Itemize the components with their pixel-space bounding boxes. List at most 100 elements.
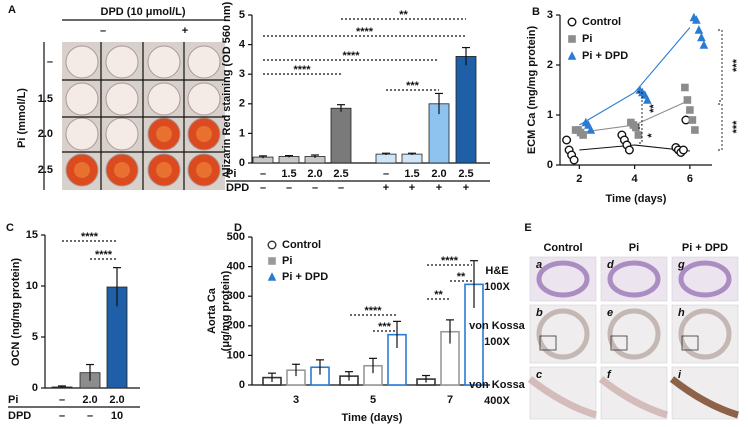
significance-label: ****: [441, 255, 459, 267]
vessel-wall: [669, 376, 740, 419]
x-row-label: Pi: [226, 168, 236, 180]
vessel-ring: [536, 260, 590, 298]
data-point: [697, 32, 706, 42]
panel-label: C: [6, 222, 14, 234]
zoom-box: [610, 335, 628, 351]
y-tick-label: 5: [239, 9, 245, 21]
x-row-value: –: [59, 394, 65, 406]
x-row-value: –: [383, 168, 389, 180]
x-row-value: 10: [111, 410, 123, 422]
x-row-value: 2.0: [82, 394, 97, 406]
plate-row-label: –: [47, 56, 53, 68]
data-point: [579, 131, 587, 139]
data-point: [634, 131, 643, 139]
x-row-label: Pi: [8, 394, 18, 406]
data-point: [624, 145, 634, 155]
data-point: [681, 83, 689, 92]
vessel-wall: [598, 376, 669, 419]
histology-row-label: 400X: [484, 395, 510, 407]
x-row-value: –: [312, 182, 318, 194]
well: [147, 82, 181, 116]
zoom-box: [539, 335, 557, 351]
y-tick-label: 3: [547, 9, 553, 21]
legend-marker: [567, 17, 577, 27]
bar: [455, 56, 477, 164]
histology-letter: f: [607, 369, 612, 381]
y-axis-label: (μg/mg protein): [220, 270, 232, 351]
significance-label: ***: [731, 120, 743, 134]
well-center: [114, 162, 130, 178]
x-tick-label: 3: [293, 394, 299, 406]
well: [65, 117, 99, 151]
histology-row-label: H&E: [485, 265, 508, 277]
plate-row-label: 1.5: [38, 93, 53, 105]
data-point: [586, 125, 596, 134]
vessel-ring: [678, 260, 732, 298]
y-tick-label: 1: [239, 127, 245, 139]
plate-header: DPD (10 μmol/L): [101, 6, 186, 18]
x-axis-label: Time (days): [342, 412, 403, 424]
plate-row-label: 2.0: [38, 128, 53, 140]
significance-label: ****: [342, 50, 360, 62]
x-row-value: +: [409, 182, 415, 194]
y-tick-label: 5: [32, 331, 38, 343]
data-point: [691, 126, 699, 134]
well: [65, 82, 99, 116]
significance-line: [638, 91, 643, 126]
x-tick-label: 6: [687, 173, 693, 185]
data-point: [632, 123, 640, 132]
significance-label: *: [646, 133, 658, 138]
well-center: [196, 162, 212, 178]
significance-label: **: [399, 9, 408, 21]
y-tick-label: 1: [547, 109, 553, 121]
x-row-value: +: [383, 182, 389, 194]
y-tick-label: 2: [239, 98, 245, 110]
y-tick-label: 100: [227, 349, 245, 361]
x-row-value: –: [87, 410, 93, 422]
x-axis-label: Time (days): [606, 193, 667, 205]
histology-row-label: 100X: [484, 281, 510, 293]
zoom-box: [681, 335, 699, 351]
significance-label: ****: [81, 231, 99, 243]
bar: [401, 153, 423, 164]
significance-label: **: [434, 289, 443, 301]
data-point: [699, 40, 709, 49]
plate-row-axis-label: Pi (mmol/L): [16, 88, 28, 148]
data-point: [692, 15, 701, 24]
well-center: [156, 126, 172, 142]
y-tick-label: 300: [227, 290, 245, 302]
legend-label: Pi + DPD: [582, 50, 628, 62]
y-tick-label: 15: [26, 229, 38, 241]
vessel-ring: [607, 260, 661, 298]
histology-row-label: von Kossa: [469, 320, 526, 332]
x-tick-label: 5: [370, 394, 376, 406]
histology-letter: h: [678, 307, 685, 319]
y-tick-label: 0: [239, 157, 245, 169]
well: [187, 45, 221, 79]
data-point: [686, 106, 694, 114]
x-row-value: 1.5: [281, 168, 296, 180]
legend-marker: [567, 51, 577, 60]
data-point: [569, 155, 579, 165]
data-point: [643, 95, 652, 104]
y-axis-label: Alizarin Red staining (OD 560 nm): [221, 1, 233, 178]
well-center: [196, 126, 212, 142]
x-row-value: 2.0: [307, 168, 322, 180]
well-center: [74, 162, 90, 178]
data-point: [694, 25, 704, 34]
panel-label: B: [532, 6, 540, 18]
data-point: [562, 135, 572, 145]
x-row-value: –: [59, 410, 65, 422]
x-row-value: 2.0: [431, 168, 446, 180]
histology-letter: a: [536, 259, 542, 271]
vessel-ring: [607, 308, 661, 360]
histology-letter: b: [536, 307, 543, 319]
legend-marker: [568, 35, 576, 43]
legend-label: Pi: [582, 33, 592, 45]
histology-column: Pi + DPD: [682, 242, 728, 254]
data-point: [683, 96, 692, 104]
y-tick-label: 400: [227, 261, 245, 273]
x-row-value: –: [338, 182, 344, 194]
y-axis-label: OCN (ng/mg protein): [10, 258, 22, 366]
well: [105, 82, 139, 116]
